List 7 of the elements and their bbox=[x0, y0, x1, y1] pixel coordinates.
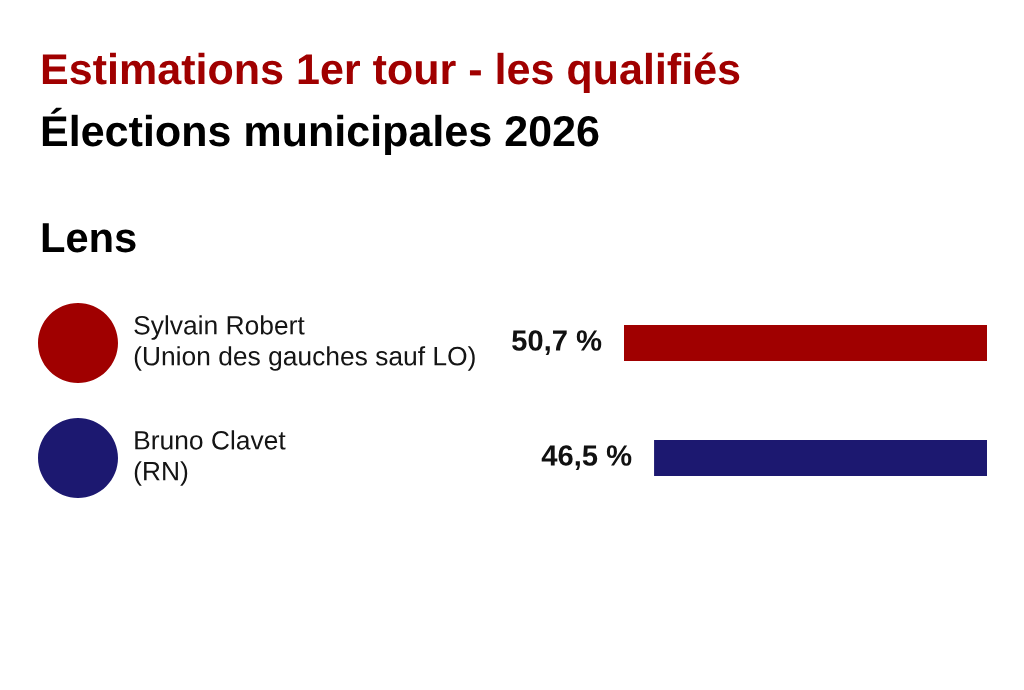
y-tick-label: Sylvain Robert (Union des gauches sauf LO) bbox=[134, 315, 475, 371]
data-label: 46,5 % bbox=[541, 445, 632, 471]
text: Lens bbox=[42, 223, 136, 253]
data-label: 50,7 % bbox=[512, 330, 602, 356]
y-tick-label: Bruno Clavet (RN) bbox=[134, 430, 286, 486]
chart-title: Estimations 1er tour - les qualifiés bbox=[42, 52, 740, 93]
chart-subtitle: Élections municipales 2026 bbox=[42, 107, 599, 155]
